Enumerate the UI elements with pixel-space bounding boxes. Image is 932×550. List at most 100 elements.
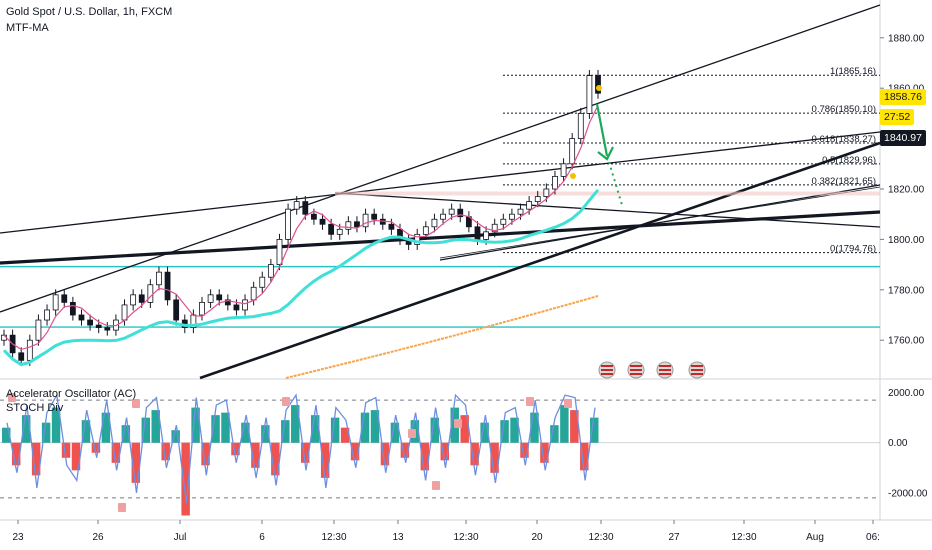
- ac-bar: [320, 442, 330, 478]
- candle-body: [414, 233, 421, 245]
- x-tick-label: 27: [668, 532, 680, 543]
- candle-body: [586, 75, 593, 114]
- fib-level-label: 0.382(1821.65): [812, 176, 876, 187]
- candle-body: [121, 304, 128, 321]
- candle-body: [354, 221, 360, 228]
- ac-bar: [490, 442, 499, 473]
- candle-body: [336, 228, 343, 235]
- ac-bar: [380, 442, 390, 466]
- ac-bar: [21, 415, 31, 443]
- candle-body: [61, 294, 68, 303]
- ac-bar: [281, 420, 290, 443]
- candle-body: [233, 304, 240, 311]
- ac-bar: [460, 415, 469, 443]
- ac-bar: [31, 442, 41, 476]
- ac-bar: [540, 442, 549, 463]
- ac-bar: [41, 422, 51, 443]
- ac-bar: [271, 442, 280, 476]
- crosshair-price-badge: 1840.97: [880, 130, 926, 146]
- trend-line: [0, 131, 881, 234]
- oscillator-title: Accelerator Oscillator (AC): [6, 388, 137, 400]
- divergence-marker: [8, 393, 16, 402]
- candle-body: [35, 319, 42, 341]
- candle-body: [397, 228, 403, 240]
- ac-bar: [520, 442, 529, 458]
- candle-body: [156, 271, 162, 286]
- candle-body: [534, 196, 541, 202]
- ac-bar: [370, 410, 380, 443]
- ac-bar: [161, 442, 170, 461]
- candle-body: [371, 213, 378, 220]
- ac-bar: [2, 427, 11, 443]
- ac-bar: [131, 442, 141, 483]
- y-tick-label: 1780.00: [888, 285, 925, 296]
- ac-bar: [390, 422, 400, 443]
- resistance-band: [335, 191, 880, 196]
- candle-body: [242, 299, 248, 311]
- candle-body: [276, 238, 283, 265]
- divergence-marker: [118, 503, 126, 512]
- ac-bar: [121, 425, 131, 443]
- candle-body: [147, 284, 154, 303]
- x-tick-label: 13: [392, 532, 404, 543]
- x-tick-label: 6: [259, 532, 265, 543]
- ac-bar: [310, 415, 320, 443]
- ac-bar: [590, 417, 599, 443]
- ac-bar: [51, 407, 61, 443]
- y-tick-label: 1820.00: [888, 185, 925, 196]
- candle-body: [362, 213, 369, 228]
- ac-bar: [211, 415, 220, 443]
- fib-level-label: 0.5(1829.96): [822, 155, 876, 166]
- trend-line: [199, 141, 881, 380]
- candle-body: [138, 294, 145, 303]
- ac-bar: [550, 425, 559, 443]
- candle-body: [104, 327, 111, 331]
- candle-body: [87, 319, 93, 326]
- fib-level-label: 0(1794.76): [830, 244, 876, 255]
- ac-bar: [500, 420, 509, 443]
- ac-bar: [201, 442, 210, 466]
- y-tick-label: 1800.00: [888, 235, 925, 246]
- ac-bar: [101, 412, 111, 443]
- ac-bar: [430, 417, 440, 443]
- candle-body: [474, 226, 481, 240]
- candle-body: [500, 218, 507, 225]
- y-tick-label: 1760.00: [888, 336, 925, 347]
- candle-body: [311, 213, 317, 220]
- divergence-marker: [132, 399, 140, 408]
- symbol-title: Gold Spot / U.S. Dollar, 1h, FXCM: [6, 6, 173, 18]
- trend-line: [0, 4, 881, 313]
- candle-body: [267, 264, 274, 278]
- event-flag-icon: [598, 361, 616, 379]
- candle-body: [422, 226, 429, 235]
- candle-body: [78, 314, 85, 321]
- candle-body: [285, 208, 291, 240]
- ac-bar: [580, 442, 589, 471]
- candle-body: [216, 294, 223, 301]
- ac-bar: [251, 442, 260, 468]
- ac-bar: [440, 442, 450, 461]
- countdown-badge: 27:52: [880, 109, 915, 125]
- ac-bar: [11, 442, 21, 466]
- candle-body: [173, 299, 180, 321]
- divergence-marker: [564, 399, 572, 408]
- signal-dot: [596, 85, 602, 91]
- ac-bar: [61, 442, 71, 458]
- y-tick-label: 1880.00: [888, 33, 925, 44]
- x-tick-label: 20: [531, 532, 543, 543]
- ac-bar: [111, 442, 121, 463]
- ac-bar: [530, 412, 539, 443]
- candle-body: [569, 138, 576, 165]
- candle-body: [224, 299, 231, 306]
- fib-level-label: 0.786(1850.10): [812, 104, 876, 115]
- candle-body: [130, 294, 137, 306]
- ma-long-line: [285, 295, 599, 379]
- candle-body: [526, 201, 533, 210]
- ac-bar: [191, 407, 200, 443]
- candle-body: [259, 276, 266, 288]
- trend-line: [0, 210, 881, 265]
- ma-slow-line: [2, 188, 600, 367]
- oscillator-subtitle: STOCH Div: [6, 402, 64, 414]
- ac-bar: [360, 412, 370, 443]
- last-price-badge: 1858.76: [880, 89, 926, 105]
